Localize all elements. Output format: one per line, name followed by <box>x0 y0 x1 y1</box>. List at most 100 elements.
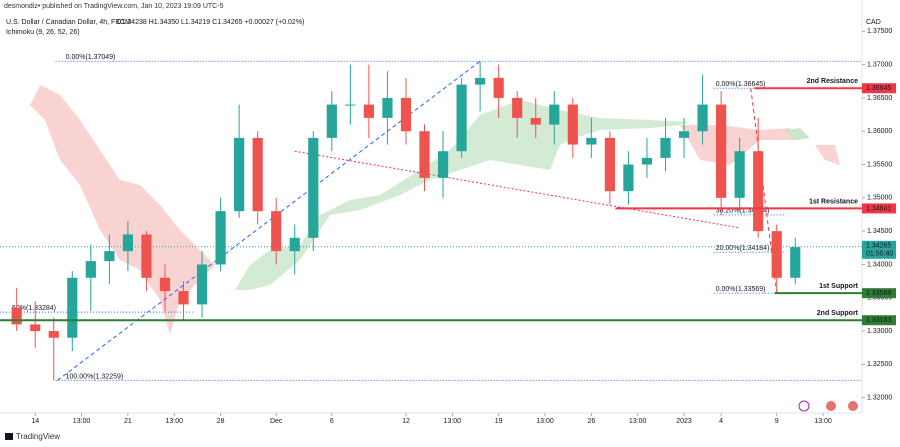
y-tick-label: 1.35500 <box>867 161 892 168</box>
x-tick-label: 14 <box>31 418 39 425</box>
candle-body <box>252 137 263 212</box>
x-tick-label: 13:00 <box>165 418 183 425</box>
candle-body <box>734 151 745 198</box>
x-tick-label: 28 <box>217 418 225 425</box>
candle-body <box>30 324 41 332</box>
candle-body <box>345 104 356 106</box>
x-tick-label: 21 <box>124 418 132 425</box>
candle-body <box>530 117 541 125</box>
candle-body <box>790 247 801 278</box>
x-tick-label: 26 <box>587 418 595 425</box>
candle-body <box>549 104 560 125</box>
candle-body <box>604 137 615 192</box>
ichimoku-cloud <box>785 128 810 140</box>
candle-body <box>141 234 152 278</box>
ichimoku-cloud <box>815 145 840 165</box>
fib-label: 20.00%(1.34184) <box>716 245 770 252</box>
candle-body <box>122 234 134 252</box>
x-tick-label: 13:00 <box>536 418 554 425</box>
candle-body <box>104 251 115 262</box>
ohlc: O1.34238 H1.34350 L1.34219 C1.34265 +0.0… <box>116 19 304 26</box>
chart-title: U.S. Dollar / Canadian Dollar, 4h, FXCM <box>6 19 131 26</box>
candle-body <box>400 97 412 132</box>
level-value: 1.33163 <box>866 317 891 324</box>
candle-body <box>382 97 393 118</box>
candle-body <box>437 151 449 178</box>
candle-body <box>753 151 764 232</box>
candle-body <box>623 164 634 192</box>
y-tick-label: 1.32500 <box>867 361 892 368</box>
level-name: 2nd Resistance <box>807 78 858 85</box>
currency: CAD <box>866 19 881 26</box>
indicator: Ichimoku (9, 26, 52, 26) <box>6 29 80 36</box>
x-tick-label: 9 <box>775 418 779 425</box>
event-icon <box>848 401 858 411</box>
event-icon <box>826 401 836 411</box>
y-tick-label: 1.33000 <box>867 328 892 335</box>
y-tick-label: 1.36000 <box>867 128 892 135</box>
candle-body <box>660 137 671 158</box>
level-value: 1.33569 <box>866 290 891 297</box>
y-tick-label: 1.37000 <box>867 61 892 68</box>
y-tick-label: 1.37500 <box>867 28 892 35</box>
candle-body <box>215 211 226 265</box>
fib-label: 60%(1.33284) <box>12 305 56 312</box>
event-icon <box>798 400 810 412</box>
x-tick-label: 13:00 <box>444 418 462 425</box>
brand-logo <box>5 433 13 440</box>
x-tick-label: Dec <box>270 418 283 425</box>
y-tick-label: 1.36500 <box>867 95 892 102</box>
candle-body <box>771 231 782 278</box>
candle-body <box>11 307 22 325</box>
candle-body <box>326 104 337 138</box>
last-price-tag <box>862 240 896 259</box>
countdown: 01:50:40 <box>866 251 893 258</box>
x-tick-label: 2023 <box>676 418 692 425</box>
candle-body <box>178 291 189 305</box>
candle-body <box>85 261 96 278</box>
fib-label: 38.20%(1.34744) <box>716 208 770 215</box>
fib-label: 0.00%(1.37049) <box>66 54 116 61</box>
fib-label: 0.00%(1.36645) <box>716 81 766 88</box>
level-tag <box>862 203 896 214</box>
y-tick-label: 1.34500 <box>867 228 892 235</box>
candle-body <box>196 264 208 305</box>
candle-body <box>67 277 78 338</box>
x-tick-label: 13:00 <box>629 418 647 425</box>
candle-body <box>512 97 523 118</box>
trendline <box>294 150 740 229</box>
level-tag <box>862 83 896 94</box>
candle-body <box>48 331 59 338</box>
level-value: 1.36645 <box>866 85 891 92</box>
level-name: 1st Resistance <box>809 198 858 205</box>
last-price: 1.34265 <box>866 243 891 250</box>
level-value: 1.34841 <box>866 205 891 212</box>
level-name: 1st Support <box>819 283 859 290</box>
candle-body <box>456 84 467 152</box>
candle-body <box>697 104 708 132</box>
candle-body <box>234 137 245 212</box>
candle-body <box>363 104 374 118</box>
y-tick-label: 1.34000 <box>867 261 892 268</box>
fib-label: 0.00%(1.33569) <box>716 286 766 293</box>
candle-body <box>159 277 171 292</box>
candle-body <box>567 104 578 145</box>
level-tag <box>862 288 896 299</box>
level-tag <box>862 315 896 326</box>
candle-body <box>419 131 430 178</box>
candle-body <box>308 137 319 238</box>
published: desmondiz• published on TradingView.com,… <box>4 3 224 10</box>
ichimoku-cloud <box>30 85 215 335</box>
y-tick-label: 1.32000 <box>867 395 892 402</box>
x-tick-label: 13:00 <box>814 418 832 425</box>
x-tick-label: 12 <box>402 418 410 425</box>
candle-body <box>289 237 300 252</box>
y-tick-label: 1.35000 <box>867 195 892 202</box>
candle-body <box>641 157 653 165</box>
candle-body <box>678 131 690 138</box>
candle-body <box>475 77 486 85</box>
x-tick-label: 19 <box>495 418 503 425</box>
candle-body <box>586 137 597 145</box>
